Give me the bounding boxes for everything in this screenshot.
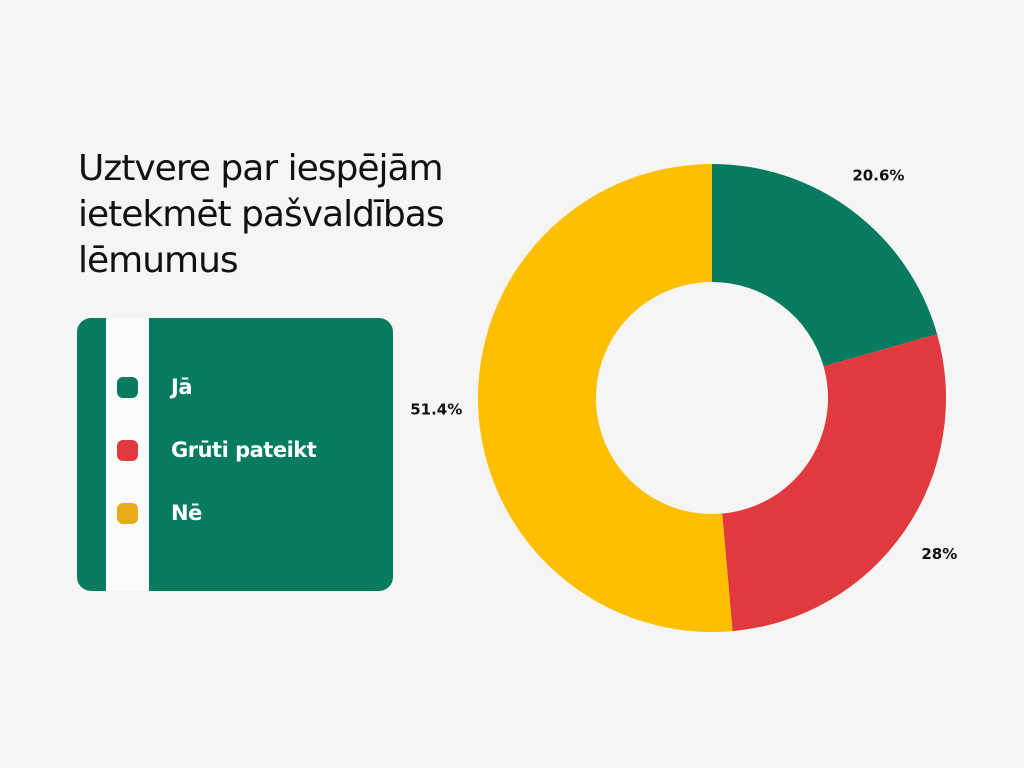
legend-swatch-ne <box>117 502 138 524</box>
legend: Jā Grūti pateikt Nē <box>77 318 393 591</box>
legend-item-ne: Nē <box>117 498 202 528</box>
donut-label-2: 28% <box>921 545 957 563</box>
legend-item-gruti-pateikt: Grūti pateikt <box>117 435 317 465</box>
donut-slice-3 <box>478 164 733 632</box>
donut-slice-2 <box>722 334 946 632</box>
legend-label-ja: Jā <box>171 375 192 399</box>
legend-swatch-gruti-pateikt <box>117 439 138 461</box>
donut-labels: 20.6% 28% 51.4% <box>410 166 957 563</box>
legend-swatch-ja <box>117 376 138 398</box>
donut-slice-1 <box>712 164 938 367</box>
legend-label-gruti-pateikt: Grūti pateikt <box>171 438 317 462</box>
legend-label-ne: Nē <box>171 501 202 525</box>
donut-label-1: 20.6% <box>852 166 904 184</box>
chart-title: Uztvere par iespējām ietekmēt pašvaldība… <box>78 148 445 281</box>
donut-slices <box>478 164 946 632</box>
legend-item-ja: Jā <box>117 372 192 402</box>
donut-label-3: 51.4% <box>410 401 462 419</box>
